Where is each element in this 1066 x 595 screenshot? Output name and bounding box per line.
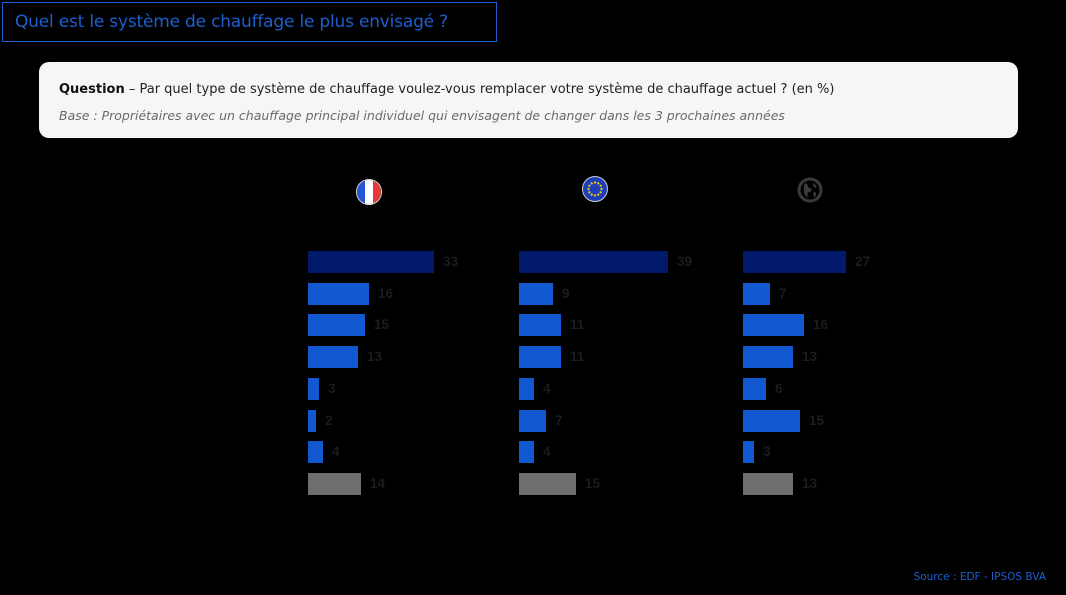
bar <box>743 251 846 273</box>
bar-value-label: 4 <box>543 444 551 459</box>
page-title: Quel est le système de chauffage le plus… <box>15 12 448 32</box>
bar-value-label: 2 <box>325 413 333 428</box>
bar <box>743 410 800 432</box>
bar-value-label: 3 <box>763 444 771 459</box>
question-text: – Par quel type de système de chauffage … <box>124 82 835 97</box>
bar <box>308 314 365 336</box>
bar-value-label: 3 <box>328 381 336 396</box>
bar <box>519 441 534 463</box>
base-text: Base : Propriétaires avec un chauffage p… <box>59 108 785 123</box>
globe-icon <box>797 177 823 203</box>
bar <box>308 441 323 463</box>
bar <box>743 441 754 463</box>
title-box: Quel est le système de chauffage le plus… <box>2 2 497 42</box>
question-line: Question – Par quel type de système de c… <box>59 81 1018 99</box>
bar <box>308 378 319 400</box>
source-note: Source : EDF - IPSOS BVA <box>913 571 1046 583</box>
bar-value-label: 7 <box>555 413 563 428</box>
eu-flag-icon <box>582 176 608 202</box>
question-card: Question – Par quel type de système de c… <box>39 62 1018 138</box>
bar-value-label: 13 <box>802 349 818 364</box>
bar-value-label: 14 <box>370 476 386 491</box>
bar <box>519 283 553 305</box>
bar-value-label: 15 <box>585 476 601 491</box>
bar-value-label: 11 <box>570 349 585 364</box>
bar <box>519 251 668 273</box>
france-flag-icon <box>356 179 382 205</box>
bar-value-label: 16 <box>813 317 829 332</box>
bar <box>308 283 369 305</box>
bar <box>743 346 793 368</box>
bar-value-label: 4 <box>543 381 551 396</box>
bar <box>308 346 358 368</box>
bar-value-label: 7 <box>779 286 787 301</box>
bar <box>743 283 770 305</box>
bar-value-label: 33 <box>443 254 459 269</box>
bar-value-label: 11 <box>570 317 585 332</box>
bar <box>308 251 434 273</box>
bar-value-label: 9 <box>562 286 570 301</box>
bar-value-label: 27 <box>855 254 871 269</box>
bar-value-label: 15 <box>809 413 825 428</box>
bar <box>519 346 561 368</box>
bar <box>519 473 576 495</box>
bar <box>308 473 361 495</box>
bar <box>743 378 766 400</box>
bar-value-label: 6 <box>775 381 783 396</box>
bar <box>519 314 561 336</box>
bar-value-label: 39 <box>677 254 693 269</box>
bar <box>743 314 804 336</box>
bar-value-label: 15 <box>374 317 390 332</box>
bar <box>519 378 534 400</box>
bar-value-label: 4 <box>332 444 340 459</box>
bar-value-label: 13 <box>802 476 818 491</box>
bar-value-label: 16 <box>378 286 394 301</box>
bar <box>308 410 316 432</box>
bar <box>743 473 793 495</box>
question-label: Question <box>59 82 125 97</box>
bar-value-label: 13 <box>367 349 383 364</box>
bar <box>519 410 546 432</box>
